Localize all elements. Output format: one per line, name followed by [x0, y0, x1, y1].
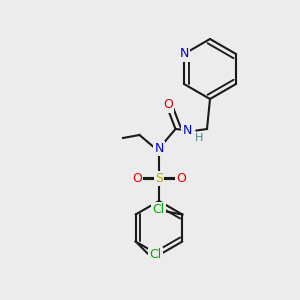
Text: Cl: Cl: [149, 248, 161, 262]
Text: N: N: [183, 124, 192, 137]
Text: H: H: [195, 133, 203, 143]
Text: S: S: [155, 172, 163, 185]
Text: Cl: Cl: [152, 203, 164, 217]
Text: O: O: [176, 172, 186, 185]
Text: O: O: [163, 98, 173, 112]
Text: N: N: [179, 47, 189, 61]
Text: N: N: [154, 142, 164, 155]
Text: O: O: [132, 172, 142, 185]
